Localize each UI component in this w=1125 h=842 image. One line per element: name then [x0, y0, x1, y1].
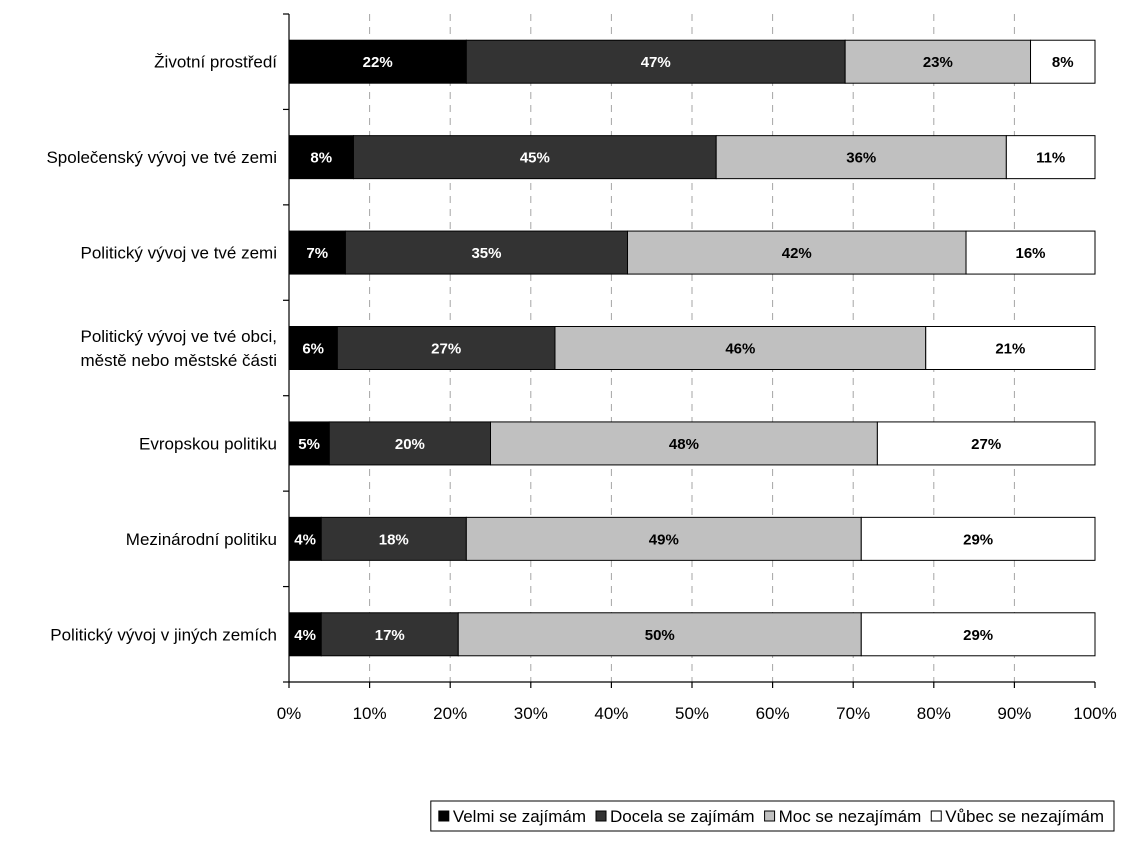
data-label: 27%: [971, 436, 1001, 453]
data-label: 4%: [294, 627, 316, 644]
bar-segment: [925, 326, 1096, 370]
data-label: 27%: [431, 341, 461, 358]
x-tick-label: 0%: [277, 704, 302, 723]
bar-segment: [1030, 39, 1096, 84]
data-label: 16%: [1016, 245, 1046, 262]
bar-segment: [465, 516, 862, 561]
bar-segment: [860, 612, 1096, 657]
data-label: 4%: [294, 531, 316, 548]
legend-swatch: [438, 810, 450, 822]
data-label: 29%: [963, 531, 993, 548]
bar-segment: [288, 39, 467, 84]
bar-segment: [876, 421, 1096, 466]
data-label: 11%: [1036, 150, 1065, 167]
bar-segment: [288, 326, 338, 370]
bar-segment: [288, 516, 322, 561]
x-tick-label: 10%: [353, 704, 387, 723]
category-label: městě nebo městské části: [80, 351, 277, 370]
data-label: 42%: [782, 245, 812, 262]
bar-segment: [336, 326, 556, 370]
data-label: 47%: [641, 54, 671, 71]
category-label: Politický vývoj v jiných zemích: [50, 625, 277, 644]
data-label: 45%: [520, 150, 550, 167]
data-label: 49%: [649, 531, 679, 548]
data-label: 20%: [395, 436, 425, 453]
x-tick-label: 100%: [1073, 704, 1116, 723]
data-label: 6%: [302, 341, 324, 358]
bar-segment: [344, 230, 629, 275]
data-label: 22%: [363, 54, 393, 71]
bar-segment: [320, 516, 467, 561]
bar-segment: [465, 39, 846, 84]
bar-segment: [844, 39, 1032, 84]
legend-swatch: [595, 810, 607, 822]
bar-segment: [328, 421, 491, 466]
legend-swatch: [930, 810, 942, 822]
bar-segment: [457, 612, 862, 657]
x-tick-label: 40%: [594, 704, 628, 723]
data-label: 36%: [846, 150, 876, 167]
category-label: Politický vývoj ve tvé obci,: [80, 327, 277, 346]
legend-swatch: [764, 810, 776, 822]
legend-label: Vůbec se nezajímám: [945, 807, 1104, 826]
data-label: 50%: [645, 627, 675, 644]
bar-segment: [1005, 135, 1096, 180]
data-label: 21%: [995, 341, 1025, 358]
category-label: Společenský vývoj ve tvé zemi: [46, 148, 277, 167]
bar-segment: [965, 230, 1096, 275]
bar-segment: [288, 135, 354, 180]
data-label: 18%: [379, 531, 409, 548]
x-tick-label: 70%: [836, 704, 870, 723]
category-label: Mezinárodní politiku: [126, 530, 277, 549]
x-tick-label: 90%: [997, 704, 1031, 723]
data-label: 48%: [669, 436, 699, 453]
bar-segment: [490, 421, 878, 466]
x-tick-label: 80%: [917, 704, 951, 723]
category-label: Politický vývoj ve tvé zemi: [81, 244, 278, 263]
x-tick-label: 60%: [756, 704, 790, 723]
data-label: 35%: [471, 245, 501, 262]
data-label: 17%: [375, 627, 405, 644]
data-label: 7%: [306, 245, 328, 262]
x-tick-label: 30%: [514, 704, 548, 723]
data-label: 29%: [963, 627, 993, 644]
bar-segment: [860, 516, 1096, 561]
data-label: 8%: [310, 150, 332, 167]
bar-segment: [288, 612, 322, 657]
bar-segment: [715, 135, 1007, 180]
data-label: 5%: [298, 436, 320, 453]
data-label: 46%: [725, 341, 755, 358]
legend-label: Docela se zajímám: [610, 807, 755, 826]
data-label: 8%: [1052, 54, 1074, 71]
data-label: 23%: [923, 54, 953, 71]
x-tick-label: 50%: [675, 704, 709, 723]
category-label: Životní prostředí: [154, 53, 277, 72]
category-label: Evropskou politiku: [139, 434, 277, 453]
legend-label: Moc se nezajímám: [779, 807, 922, 826]
x-tick-label: 20%: [433, 704, 467, 723]
bar-segment: [352, 135, 717, 180]
legend-label: Velmi se zajímám: [453, 807, 586, 826]
